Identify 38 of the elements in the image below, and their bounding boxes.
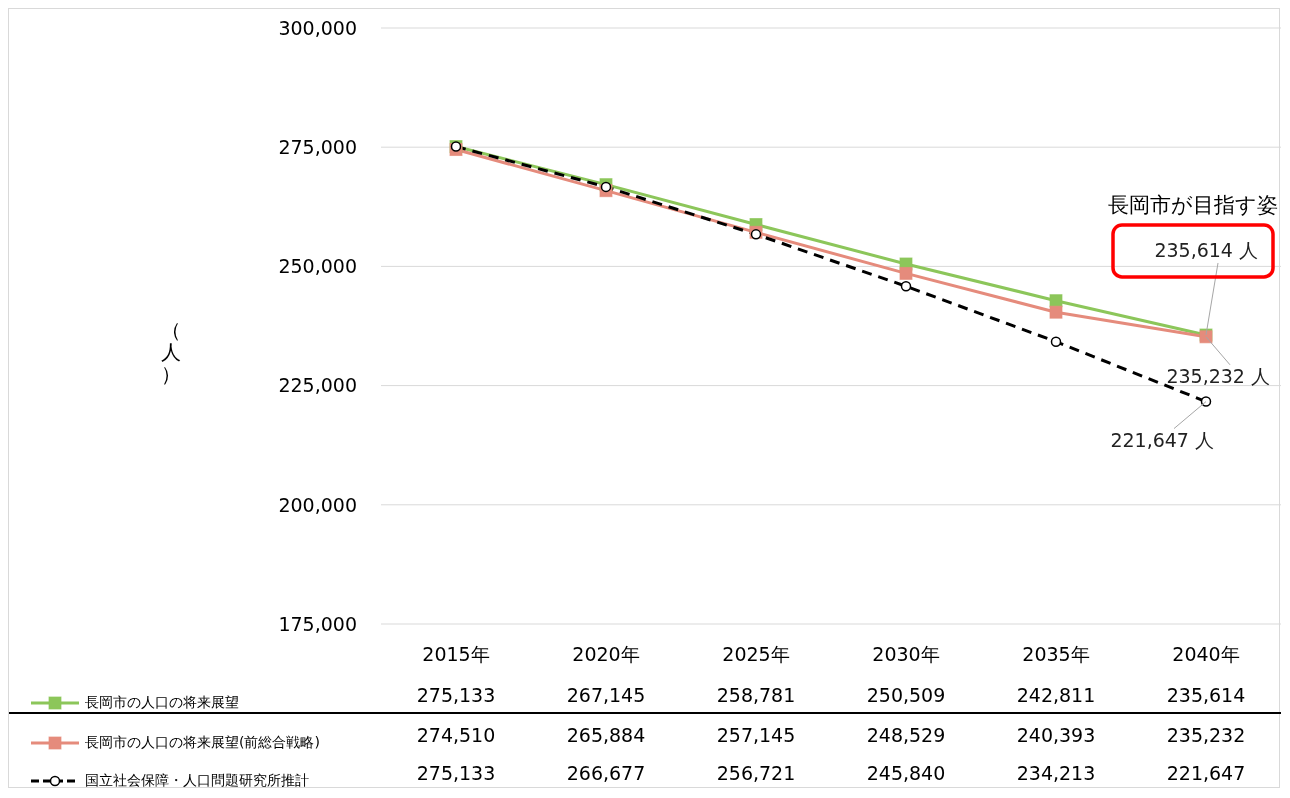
data-label: 250,509 (865, 684, 947, 706)
y-tick-label: 250,000 (278, 255, 357, 278)
y-tick-label: 200,000 (278, 493, 357, 516)
annotation: 235,614 人 (1154, 238, 1258, 261)
data-label: 248,529 (865, 724, 947, 746)
annotation: 221,647 人 (1110, 428, 1214, 451)
data-label: 221,647 (1165, 762, 1247, 784)
data-label: 235,614 (1165, 684, 1247, 706)
y-tick-label: 275,000 (278, 135, 357, 158)
annotation: 235,232 人 (1166, 364, 1270, 387)
y-axis-title: （人） (160, 318, 182, 386)
data-label: 265,884 (565, 724, 647, 746)
x-tick-label: 2015年 (422, 643, 490, 666)
data-label: 257,145 (715, 724, 797, 746)
x-tick-label: 2040年 (1172, 643, 1240, 666)
y-tick-label: 175,000 (278, 612, 357, 635)
legend-label: 長岡市の人口の将来展望(前総合戦略) (84, 734, 320, 752)
x-tick-label: 2025年 (722, 643, 790, 666)
data-label: 234,213 (1015, 762, 1097, 784)
annotation: 長岡市が目指す姿 (1108, 192, 1278, 217)
y-tick-label: 225,000 (278, 374, 357, 397)
data-label: 245,840 (865, 762, 947, 784)
data-label: 258,781 (715, 684, 797, 706)
data-label: 256,721 (715, 762, 797, 784)
data-label: 240,393 (1015, 724, 1097, 746)
y-tick-label: 300,000 (278, 16, 357, 39)
x-tick-label: 2030年 (872, 643, 940, 666)
data-label: 266,677 (565, 762, 647, 784)
data-label: 242,811 (1015, 684, 1097, 706)
data-label: 267,145 (565, 684, 647, 706)
data-label: 275,133 (415, 684, 497, 706)
data-label: 235,232 (1165, 724, 1247, 746)
x-tick-label: 2035年 (1022, 643, 1090, 666)
x-tick-label: 2020年 (572, 643, 640, 666)
data-label: 274,510 (415, 724, 497, 746)
legend-label: 国立社会保障・人口問題研究所推計 (84, 772, 309, 790)
data-label: 275,133 (415, 762, 497, 784)
legend-label: 長岡市の人口の将来展望 (84, 694, 239, 712)
